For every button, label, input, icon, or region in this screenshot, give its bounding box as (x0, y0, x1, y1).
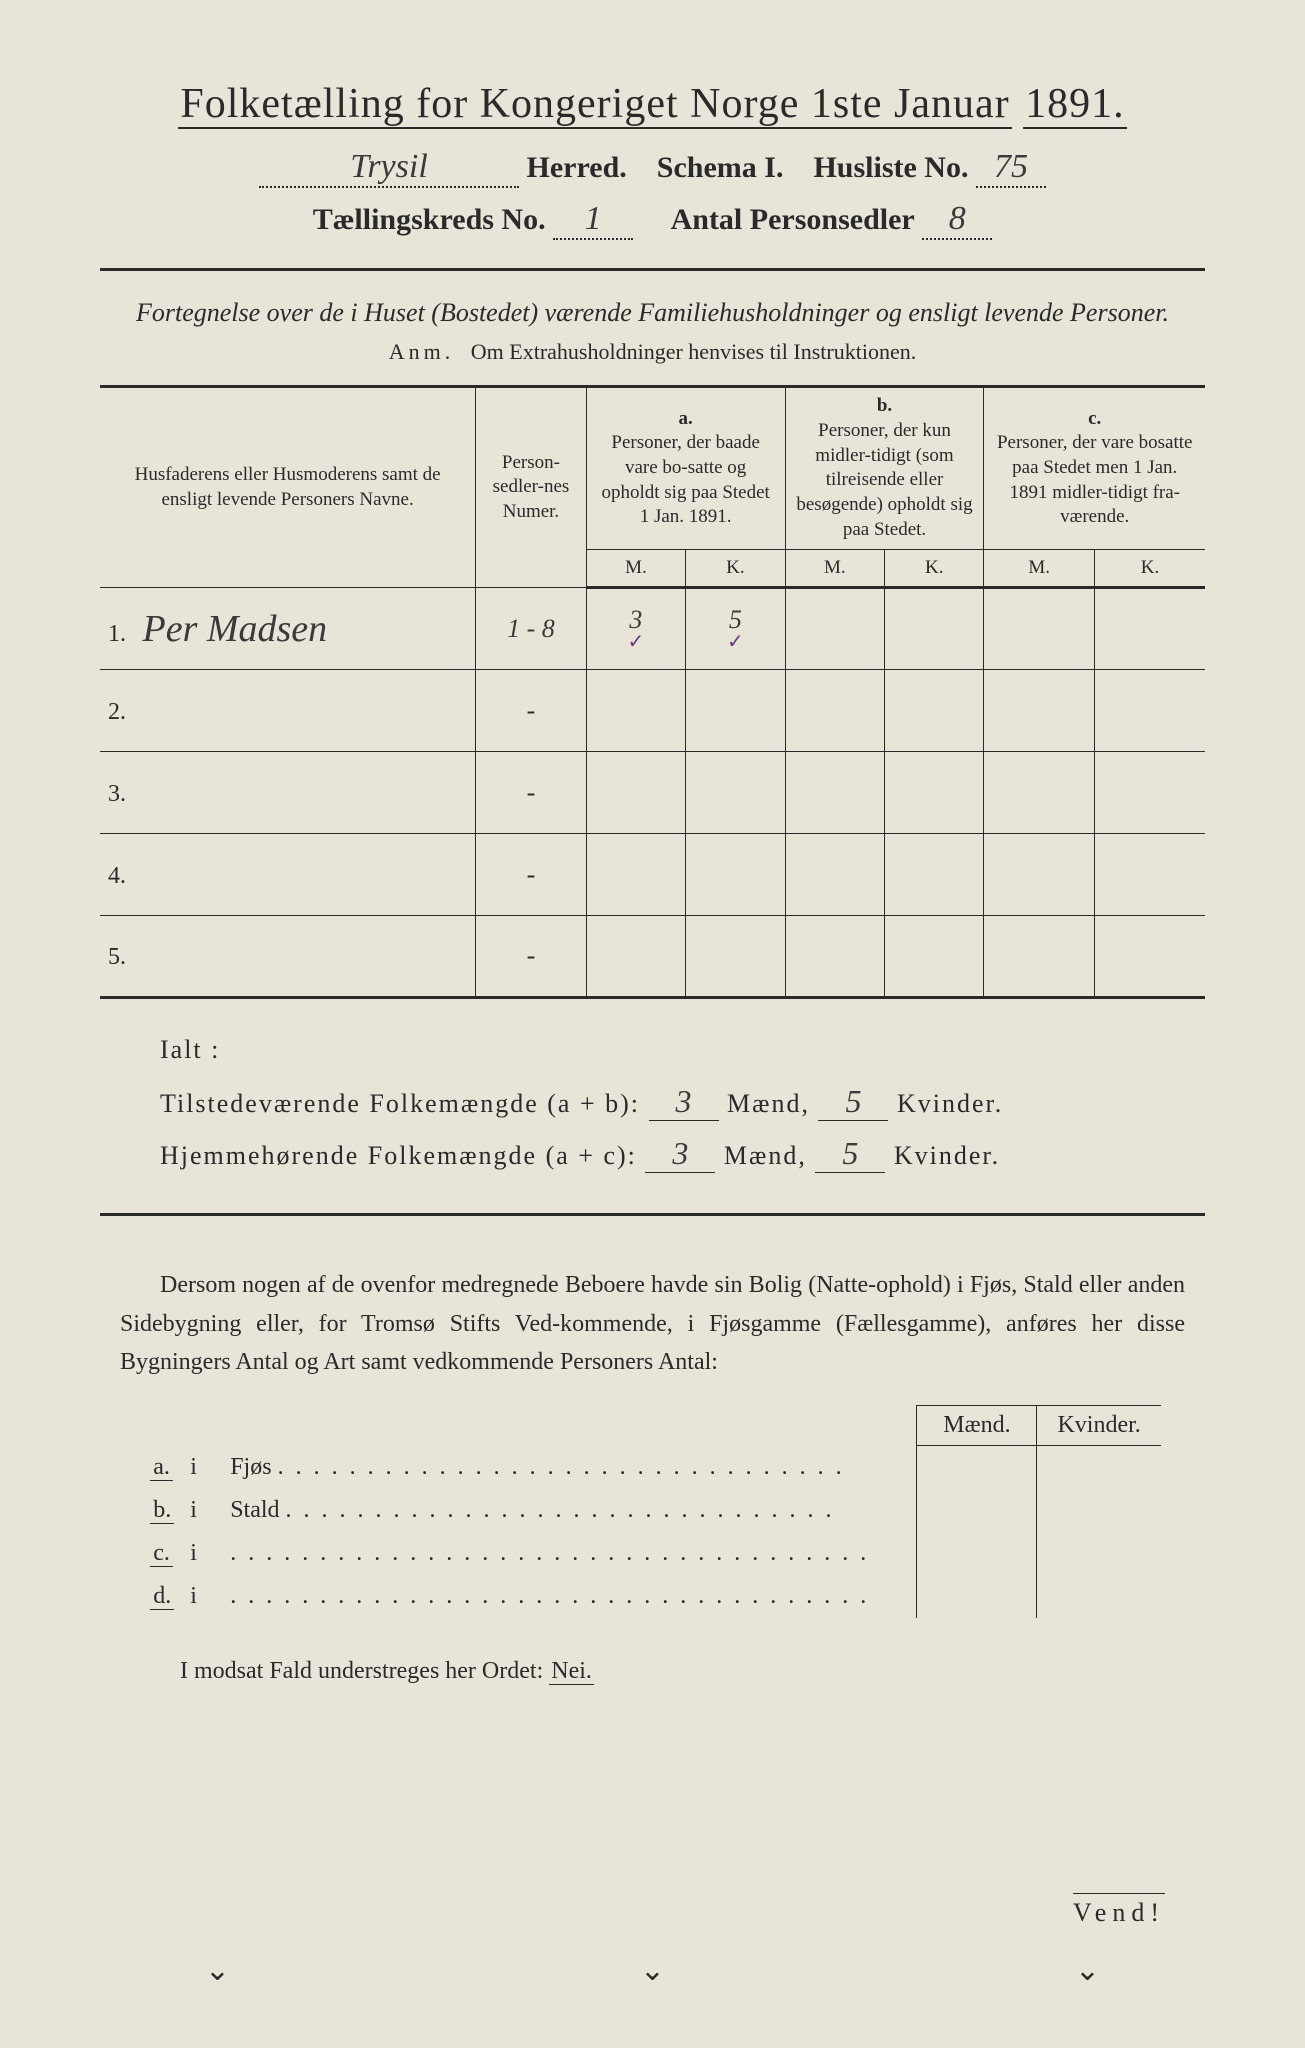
anm-label: Anm. (389, 339, 455, 364)
tick-icon: ⌄ (1075, 1953, 1100, 1988)
table-row: 5. - (100, 916, 1205, 998)
name-value: Per Madsen (143, 608, 328, 650)
antal-value: 8 (922, 200, 992, 240)
summary-line-1: Tilstedeværende Folkemængde (a + b): 3 M… (160, 1083, 1145, 1121)
c-k: K. (1094, 549, 1205, 588)
tick-icon: ⌄ (640, 1953, 665, 1988)
schema-label: Schema I. (657, 151, 784, 184)
a-k: K. (686, 549, 785, 588)
summary-block: Ialt : Tilstedeværende Folkemængde (a + … (160, 1035, 1145, 1173)
nei-word: Nei. (549, 1658, 594, 1685)
c-m: M. (984, 549, 1095, 588)
table-row: 2. - (100, 670, 1205, 752)
nums-cell: 1 - 8 (476, 588, 587, 670)
binding-marks: ⌄ ⌄ ⌄ (0, 1953, 1305, 1988)
table-row: 1. Per Madsen 1 - 8 3 ✓ 5 ✓ (100, 588, 1205, 670)
abcd-row: d. i . . . . . . . . . . . . . . . . . .… (144, 1575, 1161, 1618)
herred-value: Trysil (259, 148, 519, 188)
title-year: 1891. (1023, 81, 1127, 129)
herred-line: Trysil Herred. Schema I. Husliste No. 75 (100, 148, 1205, 188)
tick-icon: ⌄ (205, 1953, 230, 1988)
table-row: 3. - (100, 752, 1205, 834)
kreds-line: Tællingskreds No. 1 Antal Personsedler 8 (100, 200, 1205, 240)
bm-cell (785, 588, 884, 670)
ck-cell (1094, 588, 1205, 670)
main-table: Husfaderens eller Husmoderens samt de en… (100, 385, 1205, 999)
fortegnelse-text: Fortegnelse over de i Huset (Bostedet) v… (100, 295, 1205, 331)
am-cell: 3 ✓ (586, 588, 685, 670)
title-text: Folketælling for Kongeriget Norge 1ste J… (178, 81, 1011, 129)
check-icon: ✓ (595, 629, 677, 654)
cm-cell (984, 588, 1095, 670)
census-form-page: Folketælling for Kongeriget Norge 1ste J… (100, 80, 1205, 1685)
a-m: M. (586, 549, 685, 588)
col-c: c. Personer, der vare bosatte paa Stedet… (984, 387, 1205, 549)
herred-label: Herred. (527, 151, 627, 184)
kreds-label: Tællingskreds No. (313, 203, 546, 236)
anm-text: Om Extrahusholdninger henvises til Instr… (471, 339, 916, 364)
abcd-table: Mænd. Kvinder. a. i Fjøs . . . . . . . .… (144, 1405, 1161, 1618)
col-nums: Person-sedler-nes Numer. (476, 387, 587, 588)
bk-cell (885, 588, 984, 670)
check-icon: ✓ (694, 629, 776, 654)
anm-line: Anm. Om Extrahusholdninger henvises til … (100, 339, 1205, 365)
vend-label: Vend! (1073, 1893, 1165, 1928)
rule-mid (100, 1213, 1205, 1216)
summary-line-2: Hjemmehørende Folkemængde (a + c): 3 Mæn… (160, 1135, 1145, 1173)
col-names: Husfaderens eller Husmoderens samt de en… (100, 387, 476, 588)
table-row: 4. - (100, 834, 1205, 916)
abcd-maend: Mænd. (917, 1406, 1037, 1446)
l1-k: 5 (818, 1083, 888, 1121)
table-body: 1. Per Madsen 1 - 8 3 ✓ 5 ✓ 2. (100, 588, 1205, 998)
abcd-row: c. i . . . . . . . . . . . . . . . . . .… (144, 1532, 1161, 1575)
abcd-row: b. i Stald . . . . . . . . . . . . . . .… (144, 1489, 1161, 1532)
ak-cell: 5 ✓ (686, 588, 785, 670)
abcd-row: a. i Fjøs . . . . . . . . . . . . . . . … (144, 1446, 1161, 1489)
name-cell: 1. Per Madsen (100, 588, 476, 670)
b-m: M. (785, 549, 884, 588)
l2-k: 5 (815, 1135, 885, 1173)
husliste-value: 75 (976, 148, 1046, 188)
dersom-text: Dersom nogen af de ovenfor medregnede Be… (120, 1266, 1185, 1381)
ialt-label: Ialt : (160, 1035, 1145, 1065)
col-a: a. Personer, der baade vare bo-satte og … (586, 387, 785, 549)
rule-top (100, 268, 1205, 271)
abcd-kvinder: Kvinder. (1037, 1406, 1161, 1446)
kreds-value: 1 (553, 200, 633, 240)
l1-m: 3 (649, 1083, 719, 1121)
antal-label: Antal Personsedler (671, 203, 915, 236)
modsat-line: I modsat Fald understreges her Ordet: Ne… (180, 1658, 1205, 1685)
l2-m: 3 (645, 1135, 715, 1173)
b-k: K. (885, 549, 984, 588)
col-b: b. Personer, der kun midler-tidigt (som … (785, 387, 984, 549)
main-title: Folketælling for Kongeriget Norge 1ste J… (100, 80, 1205, 128)
husliste-label: Husliste No. (813, 151, 968, 184)
